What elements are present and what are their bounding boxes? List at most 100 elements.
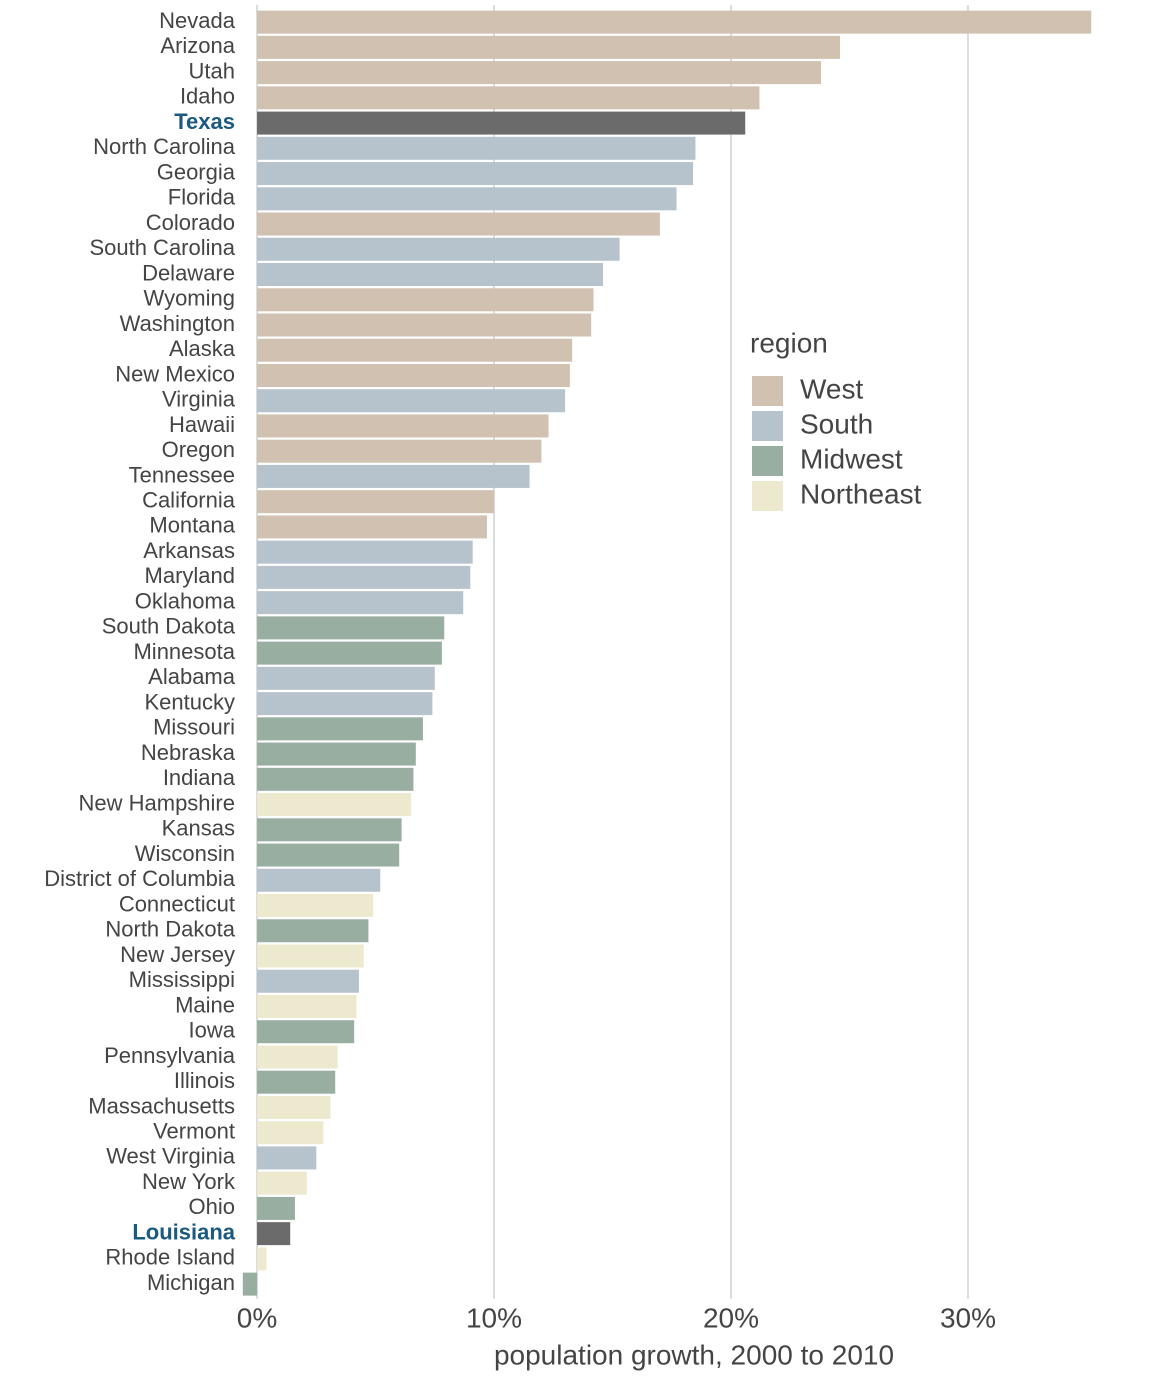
legend-swatch <box>752 411 783 441</box>
legend-swatch <box>752 481 783 511</box>
bar <box>257 616 445 640</box>
y-tick-label: Texas <box>174 109 235 134</box>
bar <box>257 136 696 160</box>
y-tick-label: Minnesota <box>133 639 235 664</box>
y-tick-label: West Virginia <box>106 1144 236 1169</box>
y-tick-label: Kansas <box>162 816 235 841</box>
y-tick-label: Washington <box>120 311 235 336</box>
bar <box>242 1272 258 1296</box>
bar <box>257 666 435 690</box>
bar <box>257 1070 336 1094</box>
y-tick-label: Montana <box>149 513 235 538</box>
bar <box>257 439 542 463</box>
bar <box>257 1196 295 1220</box>
bar <box>257 641 442 665</box>
y-tick-label: Nebraska <box>141 740 236 765</box>
y-tick-label: Alabama <box>148 664 236 689</box>
bar <box>257 540 473 564</box>
bar <box>257 1146 317 1170</box>
legend-title: region <box>750 327 828 358</box>
bar <box>257 843 400 867</box>
legend-swatch <box>752 446 783 476</box>
bar <box>257 742 416 766</box>
bar <box>257 389 566 413</box>
bar <box>257 717 423 741</box>
bar <box>257 1045 338 1069</box>
bar <box>257 187 677 211</box>
x-tick-label: 20% <box>703 1302 759 1333</box>
x-tick-label: 0% <box>237 1302 277 1333</box>
y-tick-label: New Hampshire <box>79 790 236 815</box>
y-tick-label: New York <box>142 1169 236 1194</box>
y-tick-label: South Carolina <box>89 235 235 260</box>
y-tick-label: South Dakota <box>102 614 236 639</box>
y-tick-label: Tennessee <box>129 462 235 487</box>
bar <box>257 1020 355 1044</box>
y-tick-label: Rhode Island <box>105 1245 235 1270</box>
bar <box>257 10 1092 34</box>
y-tick-label: Kentucky <box>145 689 236 714</box>
bar <box>257 565 471 589</box>
y-tick-label: New Mexico <box>115 361 235 386</box>
y-tick-label: Michigan <box>147 1270 235 1295</box>
bar <box>257 414 549 438</box>
y-tick-label: Virginia <box>162 387 236 412</box>
bar <box>257 212 660 236</box>
bar <box>257 919 369 943</box>
bar <box>257 490 495 514</box>
bar <box>257 1095 331 1119</box>
bar <box>257 767 414 791</box>
y-tick-label: Wisconsin <box>135 841 235 866</box>
y-tick-label: Utah <box>189 58 235 83</box>
bar <box>257 111 746 135</box>
y-tick-label: Massachusetts <box>88 1093 235 1118</box>
bar <box>257 363 570 387</box>
y-tick-label: Wyoming <box>144 286 236 311</box>
y-tick-label: Oregon <box>162 437 235 462</box>
bar <box>257 86 760 110</box>
y-tick-label: Colorado <box>146 210 235 235</box>
legend-label: West <box>800 373 863 404</box>
y-tick-label: Delaware <box>142 260 235 285</box>
y-tick-label: Oklahoma <box>135 588 236 613</box>
bar <box>257 692 433 716</box>
y-tick-label: Iowa <box>189 1018 236 1043</box>
x-tick-label: 10% <box>466 1302 522 1333</box>
y-tick-label: Hawaii <box>169 412 235 437</box>
y-tick-label: Alaska <box>169 336 236 361</box>
legend-label: Northeast <box>800 478 922 509</box>
y-tick-label: Maine <box>175 992 235 1017</box>
bar <box>257 237 620 261</box>
bar <box>257 818 402 842</box>
bar <box>257 894 374 918</box>
bar <box>257 1247 267 1271</box>
y-tick-label: North Dakota <box>105 917 235 942</box>
bar <box>257 263 604 287</box>
bar <box>257 162 694 186</box>
y-tick-label: Idaho <box>180 84 235 109</box>
bar <box>257 515 487 539</box>
y-tick-label: Arkansas <box>143 538 235 563</box>
y-tick-label: Ohio <box>189 1194 235 1219</box>
bar <box>257 1222 291 1246</box>
legend-label: Midwest <box>800 443 903 474</box>
bar <box>257 793 412 817</box>
bar <box>257 288 594 312</box>
y-tick-label: District of Columbia <box>44 866 235 891</box>
bar <box>257 338 573 362</box>
y-tick-label: Florida <box>168 185 236 210</box>
y-tick-label: Indiana <box>163 765 236 790</box>
bar <box>257 868 381 892</box>
legend-swatch <box>752 376 783 406</box>
bar <box>257 1171 307 1195</box>
y-tick-label: Georgia <box>157 159 236 184</box>
bar <box>257 1121 324 1145</box>
y-tick-label: Vermont <box>153 1118 235 1143</box>
bar <box>257 944 364 968</box>
y-tick-label: Nevada <box>159 8 236 33</box>
bar <box>257 969 359 993</box>
bar <box>257 591 464 615</box>
y-tick-label: North Carolina <box>93 134 236 159</box>
y-tick-label: New Jersey <box>120 942 235 967</box>
